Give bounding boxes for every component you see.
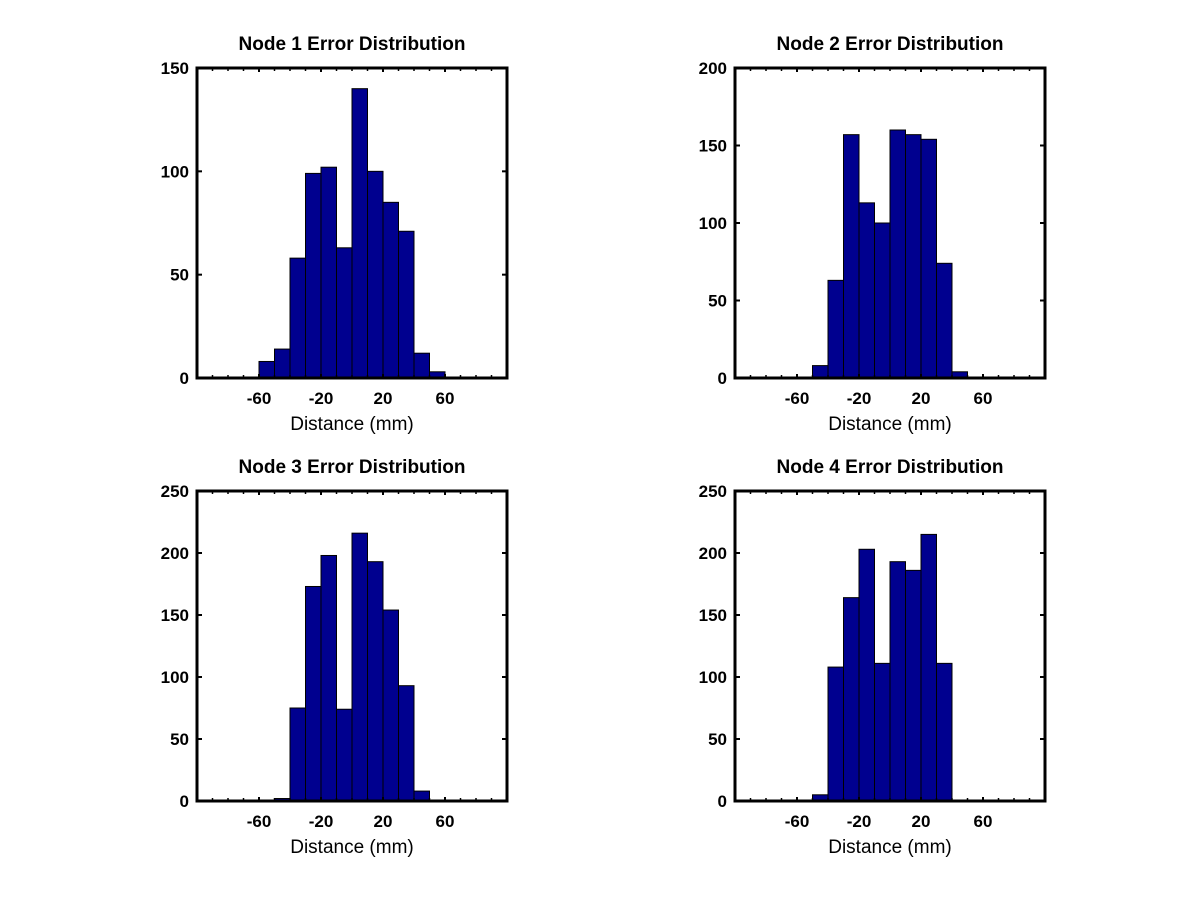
x-axis-label: Distance (mm) [828, 414, 952, 435]
histogram-bar [398, 230, 415, 379]
histogram-bar [351, 88, 368, 379]
histogram-bar [936, 262, 953, 379]
histogram-bar [920, 533, 937, 802]
histogram-bar [336, 247, 353, 379]
histogram-bar [351, 532, 368, 802]
y-tick-label: 250 [699, 482, 727, 501]
y-tick-label: 150 [699, 606, 727, 625]
histogram-bar [258, 360, 275, 379]
y-tick-label: 50 [708, 730, 727, 749]
histogram-bar [827, 666, 844, 802]
histogram-bar [274, 348, 291, 379]
y-tick-label: 0 [718, 369, 727, 388]
x-tick-label: -60 [247, 812, 272, 831]
y-tick-label: 200 [699, 544, 727, 563]
histogram-bar [889, 129, 906, 379]
x-tick-label: 60 [436, 389, 455, 408]
y-tick-label: 100 [161, 162, 189, 181]
x-tick-label: 20 [912, 812, 931, 831]
histogram-bar [367, 170, 384, 379]
y-tick-label: 150 [161, 59, 189, 78]
y-tick-label: 100 [699, 668, 727, 687]
histogram-bar [336, 708, 353, 802]
histogram-bar [320, 554, 337, 802]
histogram-bar [936, 662, 953, 802]
histogram-bar [843, 597, 860, 802]
x-axis-label: Distance (mm) [290, 414, 414, 435]
histogram-bar [289, 257, 306, 379]
histogram-bar [289, 707, 306, 802]
chart-title: Node 2 Error Distribution [777, 34, 1004, 55]
histogram-bar [858, 202, 875, 379]
x-axis-label: Distance (mm) [290, 837, 414, 858]
x-tick-label: 20 [374, 812, 393, 831]
histogram-bar [905, 134, 922, 379]
histogram-bar [812, 365, 829, 379]
chart-title: Node 1 Error Distribution [239, 34, 466, 55]
y-tick-label: 150 [161, 606, 189, 625]
x-tick-label: 60 [436, 812, 455, 831]
y-tick-label: 200 [161, 544, 189, 563]
y-tick-label: 50 [170, 266, 189, 285]
chart-title: Node 4 Error Distribution [777, 457, 1004, 478]
histogram-bar [874, 662, 891, 802]
subplot-4: -60 -20 20 60 0 50 100 150 200 250 Node 4 Error Di… [699, 457, 1047, 858]
histogram-bar [367, 561, 384, 802]
histogram-bar [827, 279, 844, 379]
x-tick-label: -60 [785, 812, 810, 831]
x-tick-label: -60 [785, 389, 810, 408]
subplot-1: -60 -20 20 60 0 50 100 150 Node 1 Error Distribu… [161, 34, 509, 435]
y-tick-label: 200 [699, 59, 727, 78]
x-tick-label: -20 [847, 812, 872, 831]
y-tick-label: 0 [180, 792, 189, 811]
subplot-3: -60 -20 20 60 0 50 100 150 200 250 Node 3 Error Di… [161, 457, 509, 858]
y-tick-label: 0 [718, 792, 727, 811]
histogram-bar [382, 201, 399, 379]
histogram-bar [413, 352, 430, 379]
histogram-bar [843, 134, 860, 379]
x-axis-label: Distance (mm) [828, 837, 952, 858]
histogram-bar [382, 609, 399, 802]
y-tick-label: 250 [161, 482, 189, 501]
y-tick-label: 50 [708, 292, 727, 311]
y-tick-label: 0 [180, 369, 189, 388]
subplot-2: -60 -20 20 60 0 50 100 150 200 Node 2 Error Distr… [699, 34, 1047, 435]
x-tick-label: 60 [974, 812, 993, 831]
histogram-bar [305, 172, 322, 379]
x-tick-label: -20 [847, 389, 872, 408]
histogram-bar [858, 548, 875, 802]
histogram-bar [874, 222, 891, 379]
histogram-bar [889, 561, 906, 802]
histogram-bar [305, 585, 322, 802]
x-tick-label: -20 [309, 389, 334, 408]
y-tick-label: 100 [161, 668, 189, 687]
x-tick-label: 20 [374, 389, 393, 408]
y-tick-label: 50 [170, 730, 189, 749]
histogram-bar [920, 138, 937, 379]
x-tick-label: 60 [974, 389, 993, 408]
histogram-bar [905, 569, 922, 802]
x-tick-label: -20 [309, 812, 334, 831]
y-tick-label: 100 [699, 214, 727, 233]
histogram-bar [398, 685, 415, 802]
histogram-bar [320, 166, 337, 379]
y-tick-label: 150 [699, 137, 727, 156]
x-tick-label: -60 [247, 389, 272, 408]
chart-title: Node 3 Error Distribution [239, 457, 466, 478]
x-tick-label: 20 [912, 389, 931, 408]
